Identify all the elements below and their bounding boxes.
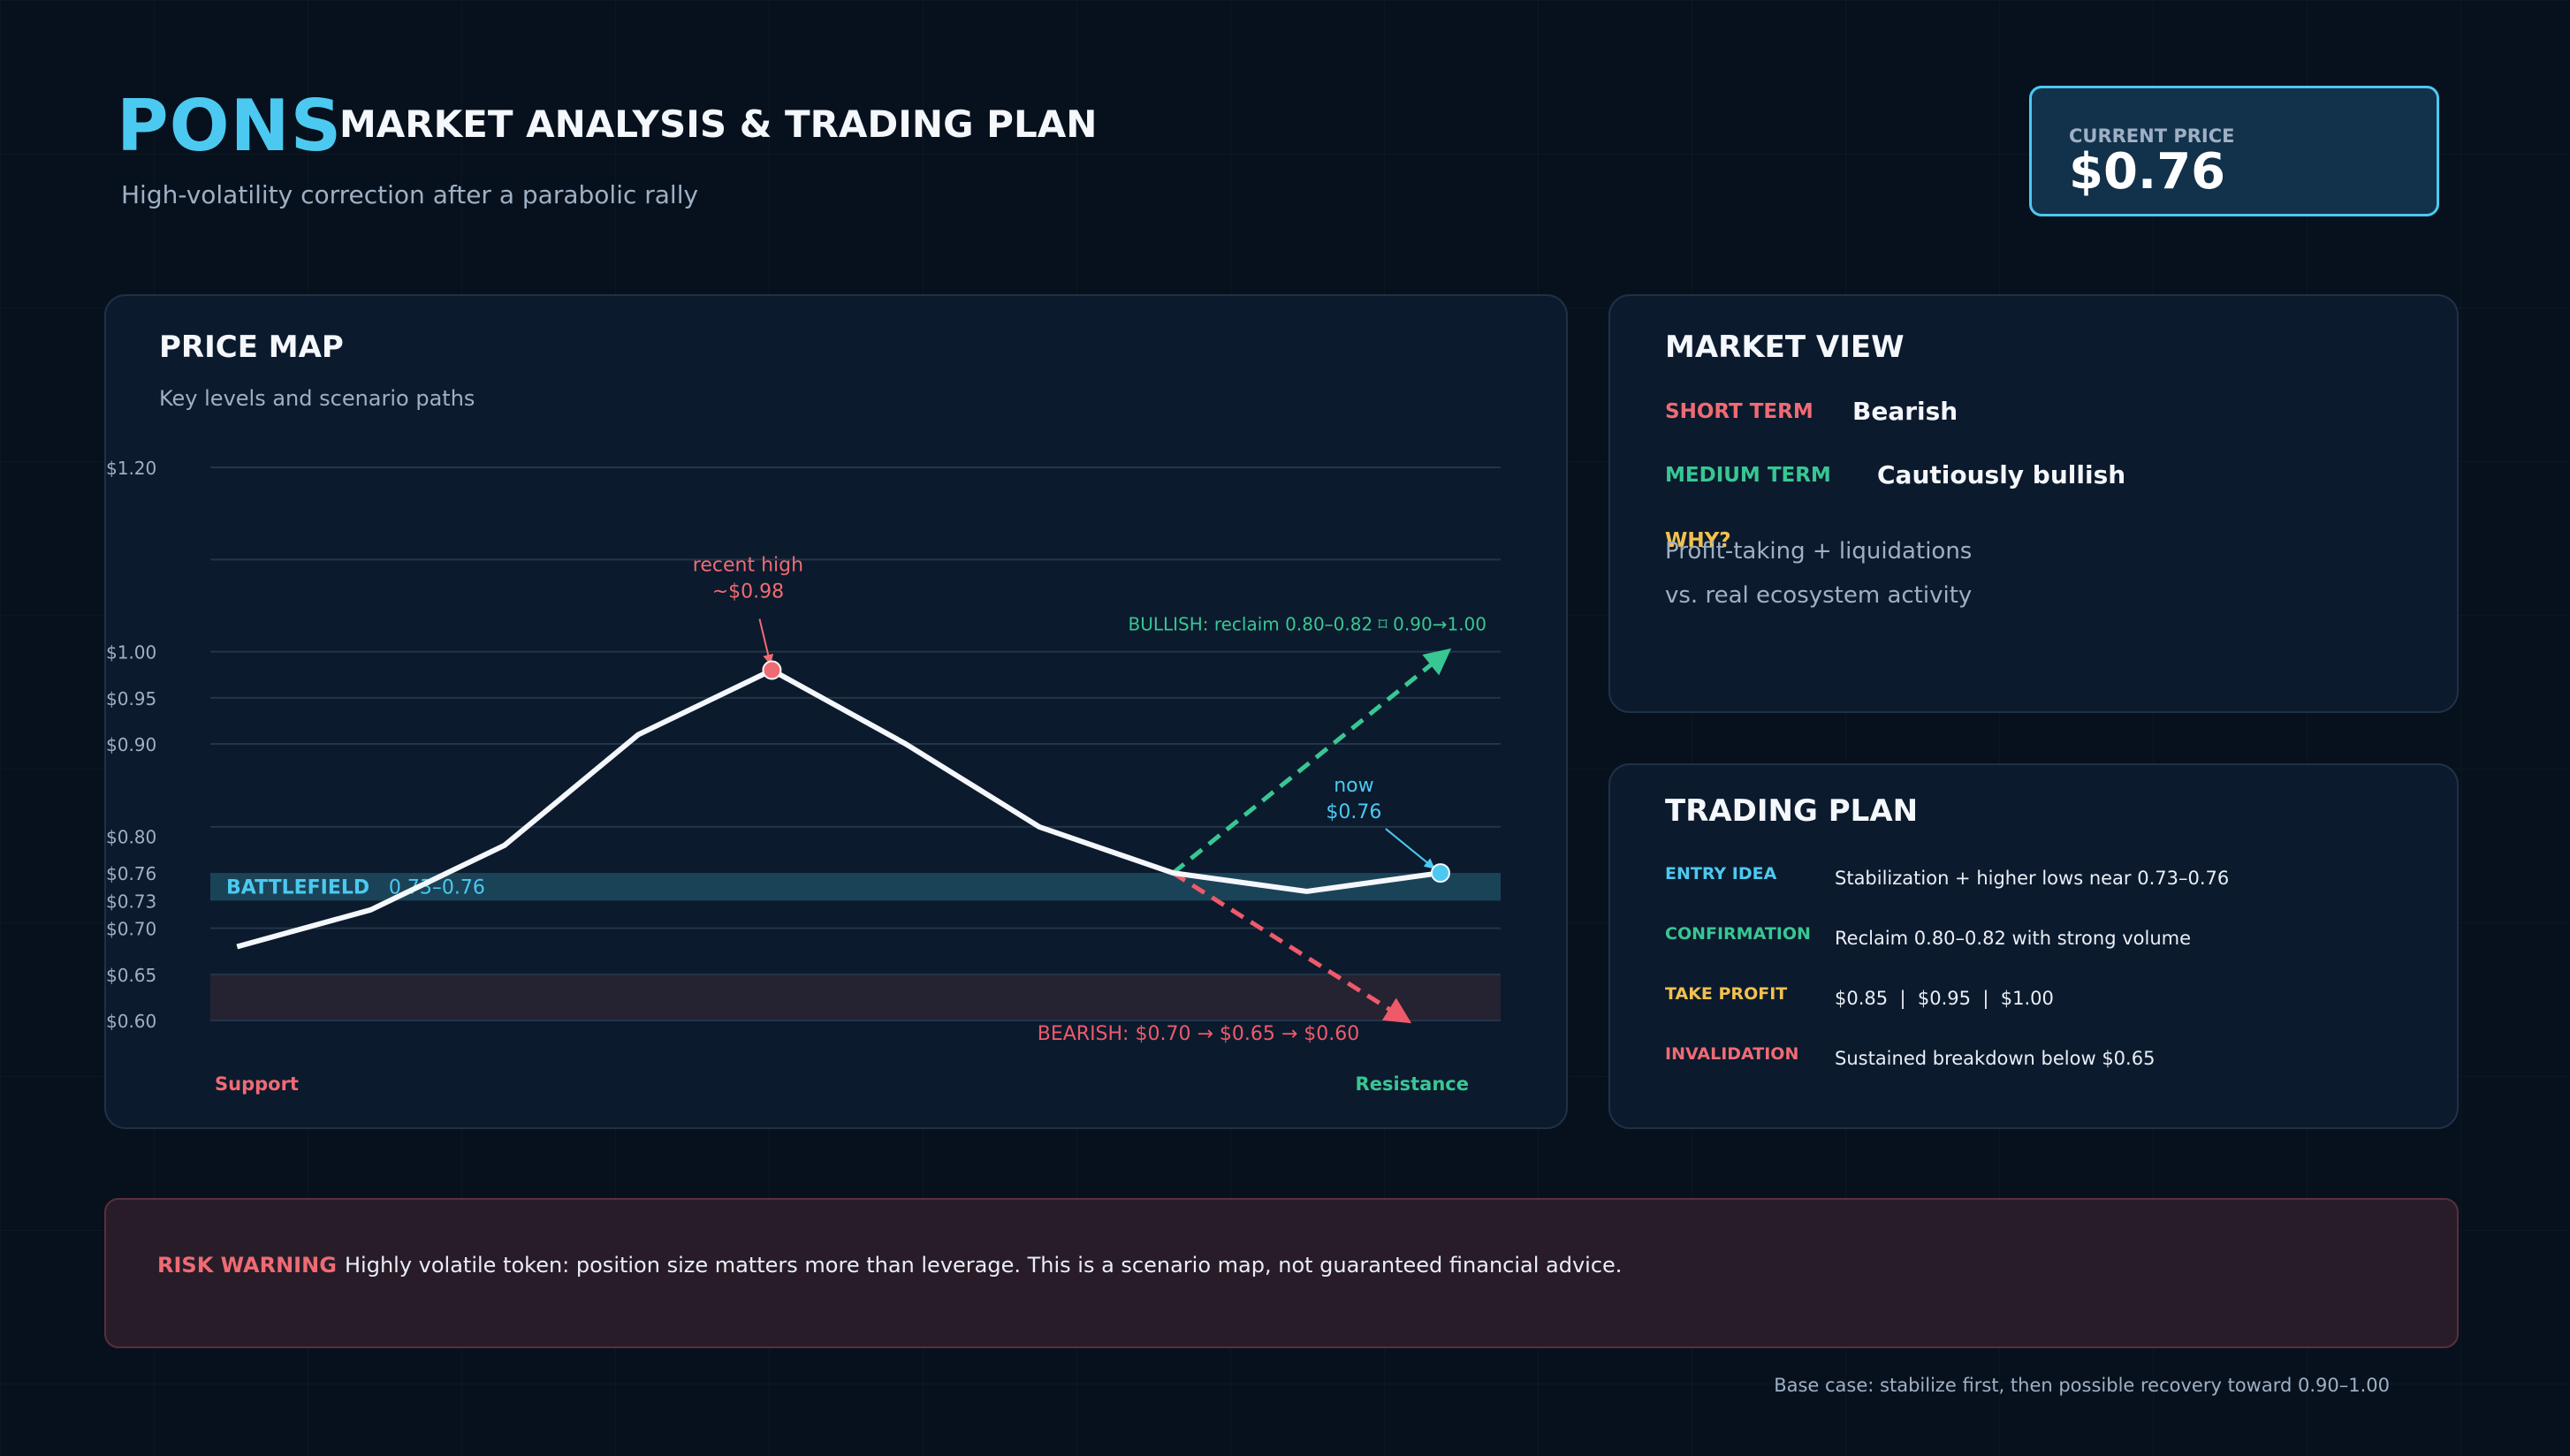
resistance-label: Resistance <box>1356 1073 1469 1095</box>
why-line-2: vs. real ecosystem activity <box>1665 582 1973 609</box>
bullish-scenario-arrow <box>1171 648 1452 876</box>
entry-idea-value: Stabilization + higher lows near 0.73–0.… <box>1835 868 2230 889</box>
support-label: Support <box>215 1073 299 1095</box>
page-title: MARKET ANALYSIS & TRADING PLAN <box>339 102 1098 146</box>
y-tick-label: $0.76 <box>106 863 156 884</box>
base-case-footnote: Base case: stabilize first, then possibl… <box>1774 1375 2390 1396</box>
why-label: WHY? <box>1665 529 1731 552</box>
battlefield-label: BATTLEFIELD 0.73–0.76 <box>226 877 485 899</box>
peak-label-line1: recent high <box>693 555 803 577</box>
y-tick-label: $0.70 <box>106 919 156 940</box>
price-path-line <box>236 667 1441 950</box>
y-tick-label: $0.95 <box>106 688 156 709</box>
y-tick-label: $1.00 <box>106 642 156 664</box>
y-tick-label: $0.60 <box>106 1011 156 1032</box>
risk-warning-text: Highly volatile token: position size mat… <box>345 1253 1623 1278</box>
entry-idea-label: ENTRY IDEA <box>1665 864 1777 883</box>
why-line-1: Profit-taking + liquidations <box>1665 538 1973 565</box>
now-label-line2: $0.76 <box>1326 801 1381 823</box>
recent-high-point <box>762 660 782 680</box>
y-tick-label: $0.73 <box>106 891 156 912</box>
medium-term-value: Cautiously bullish <box>1877 460 2126 489</box>
take-profit-label: TAKE PROFIT <box>1665 984 1788 1004</box>
y-tick-label: $0.90 <box>106 734 156 755</box>
y-tick-label: $0.80 <box>106 826 156 847</box>
confirmation-value: Reclaim 0.80–0.82 with strong volume <box>1835 928 2192 949</box>
y-tick-label: $0.65 <box>106 965 156 986</box>
peak-label-line2: ~$0.98 <box>712 581 784 603</box>
brand-ticker: PONS <box>117 85 343 167</box>
take-profit-value: $0.85 | $0.95 | $1.00 <box>1835 988 2054 1009</box>
bullish-scenario-label: BULLISH: reclaim 0.80–0.82 ⌑ 0.90→1.00 <box>1128 614 1486 635</box>
current-price-label: CURRENT PRICE <box>2069 125 2235 147</box>
invalidation-label: INVALIDATION <box>1665 1044 1799 1064</box>
risk-warning-banner: RISK WARNING Highly volatile token: posi… <box>104 1198 2459 1348</box>
trading-plan-panel: TRADING PLAN ENTRY IDEA Stabilization + … <box>1608 763 2459 1129</box>
invalidation-value: Sustained breakdown below $0.65 <box>1835 1048 2156 1069</box>
current-price-point <box>1430 863 1450 883</box>
current-price-card: CURRENT PRICE $0.76 <box>2029 86 2439 216</box>
short-term-value: Bearish <box>1852 397 1958 426</box>
price-map-title: PRICE MAP <box>159 330 344 365</box>
bearish-scenario-label: BEARISH: $0.70 → $0.65 → $0.60 <box>1038 1023 1360 1045</box>
trading-plan-title: TRADING PLAN <box>1665 793 1919 829</box>
confirmation-label: CONFIRMATION <box>1665 924 1811 944</box>
bearish-scenario-arrow <box>1171 870 1412 1024</box>
market-view-panel: MARKET VIEW SHORT TERM Bearish MEDIUM TE… <box>1608 294 2459 713</box>
short-term-label: SHORT TERM <box>1665 400 1813 423</box>
risk-warning-label: RISK WARNING <box>157 1253 337 1278</box>
now-pointer <box>1385 828 1435 869</box>
support-zone-zone <box>210 974 1501 1020</box>
market-view-title: MARKET VIEW <box>1665 330 1905 365</box>
peak-pointer <box>758 618 774 665</box>
medium-term-label: MEDIUM TERM <box>1665 464 1831 487</box>
current-price-value: $0.76 <box>2069 143 2226 201</box>
now-label-line1: now <box>1334 775 1373 797</box>
price-map-subtitle: Key levels and scenario paths <box>159 386 475 411</box>
page-subtitle: High-volatility correction after a parab… <box>121 180 699 209</box>
y-tick-label: $1.20 <box>106 458 156 479</box>
battlefield-label-name: BATTLEFIELD <box>226 877 369 899</box>
